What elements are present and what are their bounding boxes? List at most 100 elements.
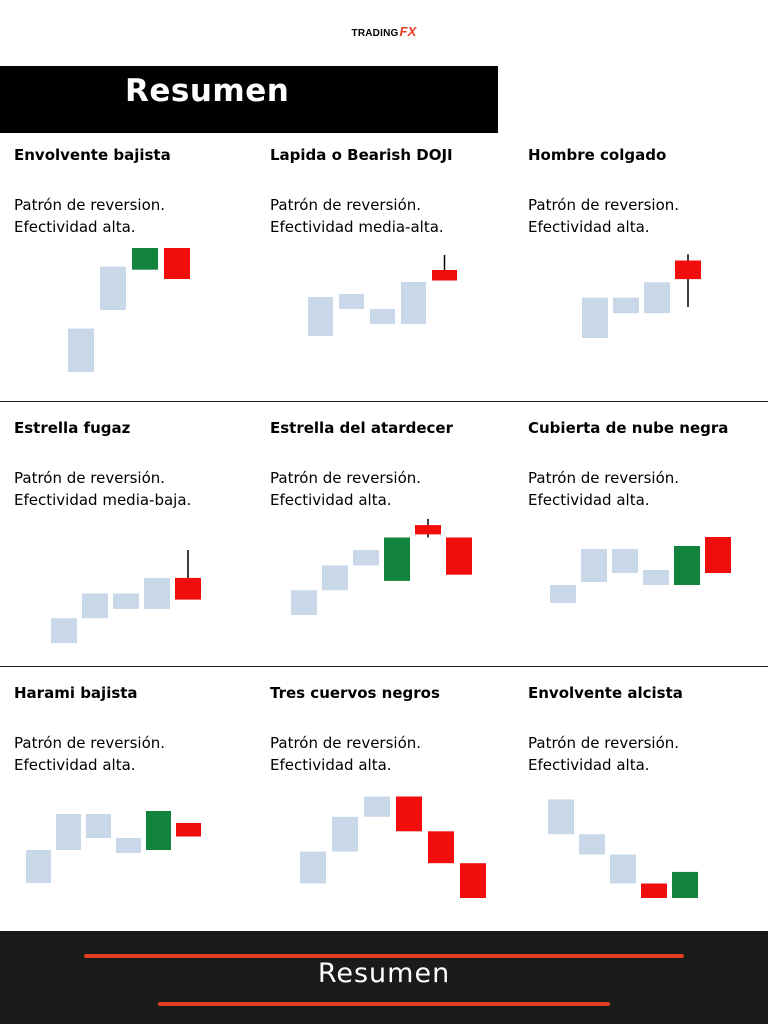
neutral-candle xyxy=(550,585,576,603)
bullish-candle xyxy=(672,871,698,898)
candlestick-chart xyxy=(51,550,201,643)
pattern-card: Cubierta de nube negra Patrón de reversi… xyxy=(528,419,768,679)
pattern-description: Patrón de reversión. Efectividad media-b… xyxy=(14,467,191,511)
bearish-candle xyxy=(428,831,454,864)
tradingfx-logo: TRADINGFX xyxy=(0,24,768,39)
pattern-effectiveness: Efectividad alta. xyxy=(528,756,650,774)
pattern-title: Harami bajista xyxy=(14,684,138,702)
neutral-candle xyxy=(548,799,574,835)
pattern-effectiveness: Efectividad media-alta. xyxy=(270,218,444,236)
bullish-candle xyxy=(674,546,700,585)
logo-fx-text: FX xyxy=(399,24,417,39)
pattern-type: Patrón de reversión. xyxy=(528,469,680,487)
pattern-title: Hombre colgado xyxy=(528,146,667,164)
footer-accent-line xyxy=(84,954,684,958)
neutral-candle xyxy=(116,838,141,853)
pattern-card: Envolvente bajista Patrón de reversion. … xyxy=(14,146,264,406)
pattern-card: Hombre colgado Patrón de reversion. Efec… xyxy=(528,146,768,406)
footer-title: Resumen xyxy=(317,958,451,989)
pattern-type: Patrón de reversión. xyxy=(270,469,422,487)
bearish-candle xyxy=(432,270,457,281)
neutral-candle xyxy=(308,297,333,336)
page-title: Resumen xyxy=(125,73,290,109)
neutral-candle xyxy=(291,590,317,615)
bearish-candle xyxy=(675,260,701,280)
pattern-type: Patrón de reversion. xyxy=(528,196,680,214)
pattern-title: Lapida o Bearish DOJI xyxy=(270,146,453,164)
header-banner xyxy=(0,66,498,133)
pattern-effectiveness: Efectividad alta. xyxy=(528,491,650,509)
pattern-description: Patrón de reversión. Efectividad alta. xyxy=(270,732,421,776)
neutral-candle xyxy=(82,593,108,619)
pattern-card: Envolvente alcista Patrón de reversión. … xyxy=(528,684,768,944)
pattern-type: Patrón de reversión. xyxy=(270,196,422,214)
pattern-card: Harami bajista Patrón de reversión. Efec… xyxy=(14,684,264,944)
neutral-candle xyxy=(364,796,390,817)
pattern-card: Lapida o Bearish DOJI Patrón de reversió… xyxy=(270,146,520,406)
footer-accent-line xyxy=(158,1002,610,1006)
neutral-candle xyxy=(68,328,94,372)
bearish-candle xyxy=(164,248,190,279)
row-divider xyxy=(0,401,768,402)
pattern-description: Patrón de reversión. Efectividad alta. xyxy=(270,467,421,511)
pattern-effectiveness: Efectividad alta. xyxy=(270,756,392,774)
candlestick-chart xyxy=(550,537,731,603)
candlestick-chart xyxy=(582,254,701,338)
pattern-title: Envolvente alcista xyxy=(528,684,683,702)
pattern-type: Patrón de reversión. xyxy=(14,469,166,487)
row-divider xyxy=(0,666,768,667)
pattern-description: Patrón de reversión. Efectividad media-a… xyxy=(270,194,444,238)
pattern-description: Patrón de reversion. Efectividad alta. xyxy=(14,194,165,238)
bearish-candle xyxy=(176,823,201,837)
neutral-candle xyxy=(86,814,111,838)
candlestick-chart xyxy=(291,518,472,615)
pattern-effectiveness: Efectividad alta. xyxy=(528,218,650,236)
neutral-candle xyxy=(643,570,669,585)
neutral-candle xyxy=(613,297,639,314)
neutral-candle xyxy=(100,266,126,310)
neutral-candle xyxy=(56,814,81,850)
neutral-candle xyxy=(610,854,636,884)
candlestick-chart xyxy=(300,796,486,898)
neutral-candle xyxy=(582,297,608,338)
neutral-candle xyxy=(401,282,426,324)
bearish-candle xyxy=(446,537,472,575)
neutral-candle xyxy=(370,309,395,324)
pattern-type: Patrón de reversión. xyxy=(528,734,680,752)
footer-bar xyxy=(0,931,768,1024)
neutral-candle xyxy=(26,850,51,883)
neutral-candle xyxy=(644,282,670,314)
logo-trading-text: TRADING xyxy=(351,28,399,39)
bullish-candle xyxy=(146,811,171,850)
pattern-title: Estrella del atardecer xyxy=(270,419,454,437)
pattern-card: Tres cuervos negros Patrón de reversión.… xyxy=(270,684,520,944)
pattern-card: Estrella fugaz Patrón de reversión. Efec… xyxy=(14,419,264,679)
candlestick-chart xyxy=(548,799,698,898)
pattern-effectiveness: Efectividad alta. xyxy=(14,756,136,774)
bearish-candle xyxy=(415,525,441,535)
neutral-candle xyxy=(300,851,326,884)
pattern-title: Tres cuervos negros xyxy=(270,684,440,702)
neutral-candle xyxy=(581,549,607,582)
pattern-type: Patrón de reversion. xyxy=(14,196,166,214)
neutral-candle xyxy=(353,549,379,566)
neutral-candle xyxy=(579,834,605,855)
pattern-type: Patrón de reversión. xyxy=(270,734,422,752)
bearish-candle xyxy=(396,796,422,832)
candlestick-chart xyxy=(68,248,190,372)
neutral-candle xyxy=(339,294,364,309)
pattern-title: Cubierta de nube negra xyxy=(528,419,729,437)
pattern-title: Envolvente bajista xyxy=(14,146,171,164)
neutral-candle xyxy=(113,593,139,609)
bullish-candle xyxy=(132,248,158,270)
bearish-candle xyxy=(460,863,486,898)
bearish-candle xyxy=(641,883,667,898)
bullish-candle xyxy=(384,537,410,581)
pattern-description: Patrón de reversión. Efectividad alta. xyxy=(14,732,165,776)
bearish-candle xyxy=(175,577,201,600)
pattern-title: Estrella fugaz xyxy=(14,419,131,437)
candlestick-chart xyxy=(308,255,457,336)
neutral-candle xyxy=(144,577,170,609)
pattern-effectiveness: Efectividad alta. xyxy=(14,218,136,236)
neutral-candle xyxy=(332,816,358,852)
